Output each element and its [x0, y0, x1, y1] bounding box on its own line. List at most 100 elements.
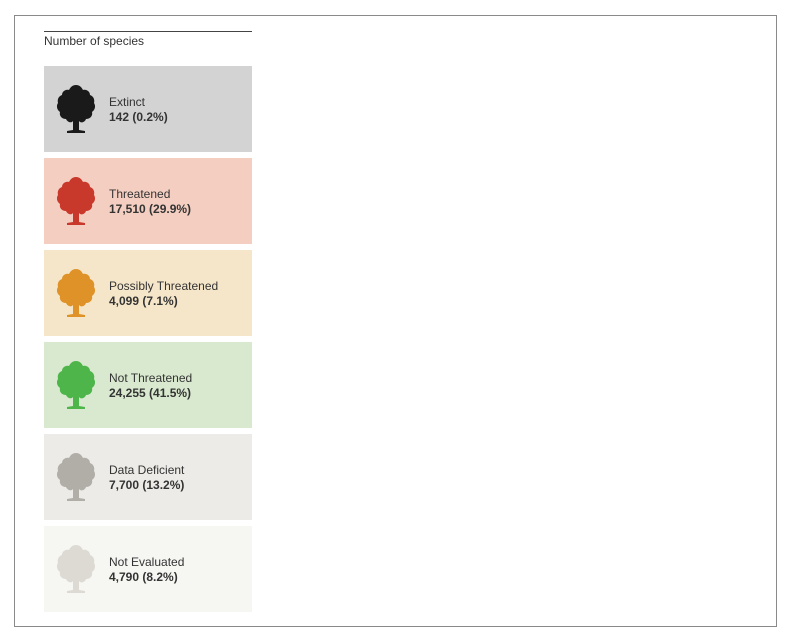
pictogram-tree — [334, 333, 371, 379]
pictogram-tree — [428, 393, 465, 440]
pictogram-tree — [664, 31, 701, 77]
legend-value: 4,099 (7.1%) — [109, 294, 178, 308]
tree-segment — [381, 393, 418, 440]
tree-segment — [475, 212, 512, 258]
tree-segment — [334, 574, 368, 621]
chart-frame — [14, 15, 777, 627]
pictogram-tree — [475, 514, 512, 560]
pictogram-tree — [664, 152, 701, 198]
tree-segment — [570, 574, 607, 621]
pictogram-tree — [334, 514, 371, 560]
tree-segment — [570, 91, 607, 138]
tree-segment — [617, 574, 654, 621]
pictogram-tree — [286, 393, 324, 440]
pictogram-tree — [334, 31, 371, 77]
pictogram-tree — [475, 574, 512, 621]
tree-segment — [570, 514, 607, 560]
tree-segment — [428, 31, 465, 77]
pictogram-tree — [711, 212, 748, 258]
pictogram-tree — [664, 574, 701, 621]
pictogram-tree — [711, 152, 748, 198]
tree-segment — [289, 212, 324, 258]
tree-segment — [428, 333, 465, 379]
legend-item: Extinct 142 (0.2%) — [44, 66, 252, 152]
pictogram-tree — [475, 393, 512, 440]
pictogram-tree — [381, 212, 418, 258]
tree-segment — [711, 212, 748, 258]
pictogram-tree — [286, 272, 324, 319]
tree-segment — [475, 31, 512, 77]
tree-segment — [334, 272, 371, 319]
pictogram-tree — [570, 272, 607, 319]
tree-segment — [475, 152, 512, 198]
tree-segment — [711, 31, 748, 77]
tree-segment — [428, 152, 465, 198]
tree-segment — [522, 574, 560, 621]
tree-segment — [617, 454, 654, 500]
tree-segment — [428, 514, 465, 560]
tree-segment — [286, 31, 294, 77]
pictogram-tree — [617, 333, 654, 379]
tree-segment — [711, 152, 748, 198]
tree-segment — [428, 454, 465, 500]
pictogram-tree — [286, 514, 324, 560]
pictogram-tree — [475, 333, 512, 379]
tree-segment — [617, 393, 654, 440]
pictogram-tree — [334, 152, 371, 198]
tree-segment — [664, 212, 701, 258]
pictogram-tree — [286, 333, 324, 379]
legend-label: Not Evaluated — [109, 555, 185, 569]
legend-item: Threatened 17,510 (29.9%) — [44, 158, 252, 244]
tree-segment — [334, 31, 371, 77]
pictogram-tree — [522, 272, 560, 319]
tree-segment — [522, 333, 560, 379]
tree-segment — [570, 152, 607, 198]
tree-segment — [293, 31, 324, 77]
pictogram-tree — [286, 91, 324, 138]
tree-segment — [475, 574, 512, 621]
pictogram-tree — [617, 514, 654, 560]
pictogram-tree — [334, 454, 371, 500]
pictogram-tree — [522, 454, 560, 500]
tree-segment — [617, 212, 625, 258]
pictogram-tree — [711, 454, 748, 500]
pictogram-tree — [428, 212, 465, 258]
pictogram-tree — [711, 393, 748, 440]
pictogram-tree — [570, 212, 607, 258]
pictogram-tree — [381, 272, 418, 319]
legend-item: Data Deficient 7,700 (13.2%) — [44, 434, 252, 520]
pictogram-tree — [286, 212, 324, 258]
pictogram-tree — [475, 454, 512, 500]
tree-segment — [664, 393, 701, 440]
pictogram-tree — [428, 454, 465, 500]
pictogram-tree — [428, 574, 465, 621]
pictogram-tree — [428, 514, 465, 560]
tree-segment — [381, 212, 418, 258]
pictogram-tree — [570, 333, 607, 379]
pictogram-tree — [570, 514, 607, 560]
legend-label: Threatened — [109, 187, 171, 201]
tree-segment — [522, 514, 560, 560]
tree-segment — [522, 152, 560, 198]
chart-heading: Number of species — [44, 34, 145, 48]
tree-segment — [570, 272, 607, 319]
pictogram-tree — [475, 212, 512, 258]
tree-segment — [475, 514, 512, 560]
tree-segment — [617, 152, 654, 198]
tree-segment — [334, 152, 371, 198]
pictogram-tree — [381, 91, 418, 138]
tree-segment — [711, 333, 748, 379]
tree-segment — [381, 514, 418, 560]
tree-segment — [286, 333, 324, 379]
tree-segment — [664, 91, 701, 138]
legend-item: Not Evaluated 4,790 (8.2%) — [44, 526, 252, 612]
tree-segment — [381, 574, 418, 621]
pictogram-tree — [711, 31, 748, 77]
legend-value: 7,700 (13.2%) — [109, 478, 185, 492]
tree-segment — [286, 91, 324, 138]
pictogram-tree — [475, 91, 512, 138]
heading-rule — [44, 31, 252, 32]
pictogram-tree — [286, 31, 324, 77]
pictogram-tree — [664, 91, 701, 138]
tree-segment — [334, 212, 371, 258]
